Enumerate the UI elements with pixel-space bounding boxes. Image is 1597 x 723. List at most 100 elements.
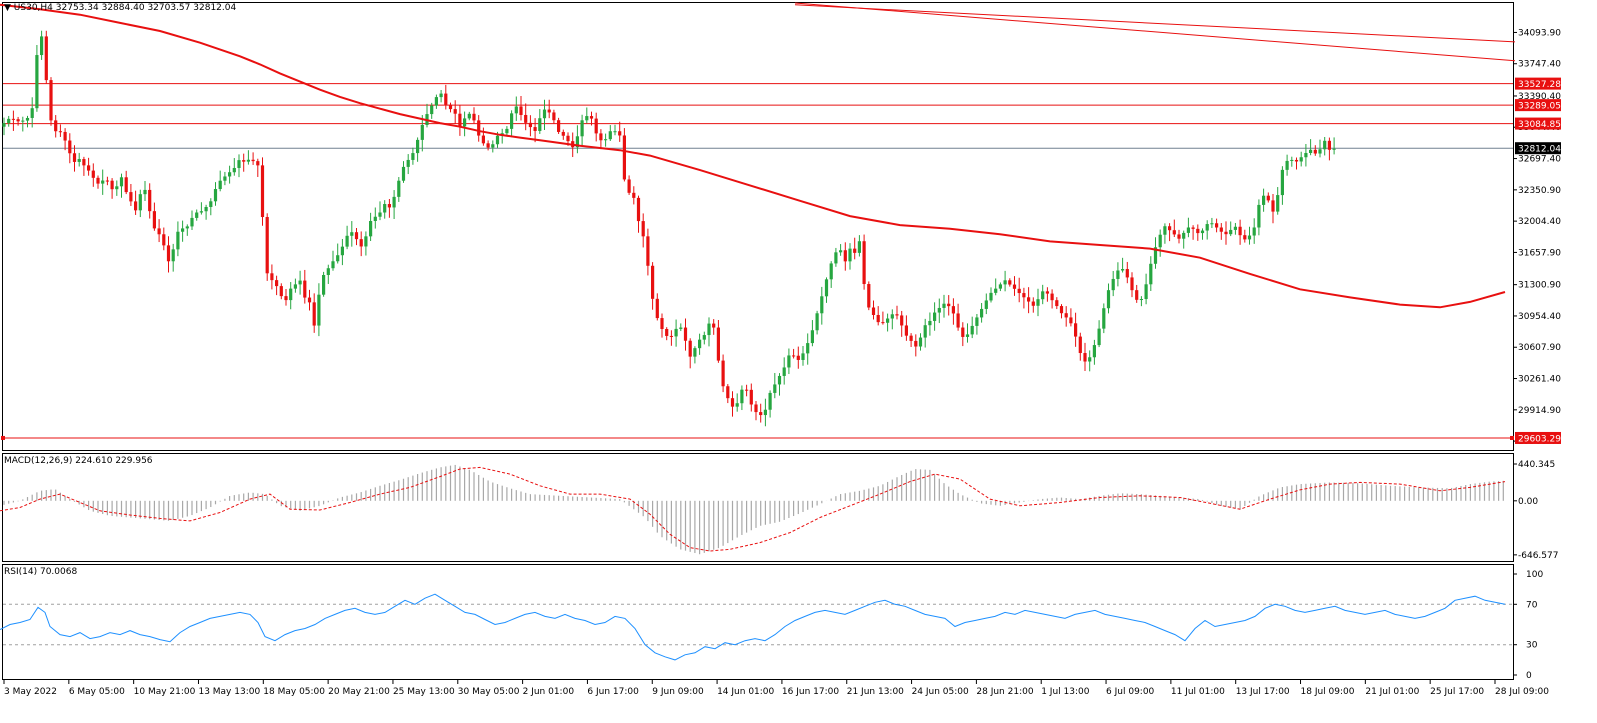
- candle: [77, 152, 81, 167]
- candle-body: [359, 239, 363, 247]
- candle: [853, 237, 857, 260]
- candle-body: [984, 300, 988, 309]
- candle: [1219, 223, 1223, 240]
- candle-body: [1332, 148, 1336, 150]
- price-panel[interactable]: [0, 0, 1516, 440]
- candle-body: [199, 211, 203, 213]
- rsi-values: 70.0068: [39, 567, 78, 577]
- candle: [82, 156, 86, 176]
- candle-body: [796, 355, 800, 360]
- candle-body: [1224, 231, 1228, 235]
- candle: [1229, 221, 1233, 237]
- candle-body: [815, 313, 819, 331]
- candle: [1003, 270, 1007, 292]
- candle-body: [712, 323, 716, 328]
- candle: [589, 111, 594, 126]
- level-price-label: 33527.28: [1518, 80, 1561, 90]
- candle-body: [1229, 229, 1233, 235]
- macd-panel-frame: [2, 453, 1514, 562]
- candle-body: [401, 166, 406, 181]
- symbol-name: US30,H4: [13, 3, 53, 13]
- candle: [1064, 306, 1068, 327]
- candle: [599, 129, 603, 150]
- macd-values: 224.610 229.956: [75, 456, 153, 466]
- macd-panel[interactable]: [0, 464, 1506, 555]
- candle: [792, 348, 796, 359]
- symbol-close: 32812.04: [193, 3, 237, 13]
- candle-body: [561, 131, 565, 136]
- candle: [350, 221, 354, 247]
- candle: [1247, 226, 1252, 245]
- candle-body: [101, 180, 105, 184]
- candle-body: [1186, 227, 1190, 233]
- candle-body: [143, 189, 147, 195]
- candle-body: [665, 328, 669, 336]
- candle-body: [195, 212, 199, 218]
- time-tick-label: 21 Jun 13:00: [847, 687, 904, 697]
- candle: [547, 99, 551, 119]
- candle: [463, 111, 467, 137]
- candle-body: [326, 268, 330, 275]
- candle-body: [622, 135, 626, 180]
- candle-body: [1158, 234, 1162, 248]
- candle-body: [430, 105, 434, 115]
- candle-body: [124, 177, 128, 193]
- candle: [209, 198, 213, 216]
- candle: [1102, 303, 1106, 334]
- candle-body: [721, 360, 725, 387]
- time-tick-label: 6 Jul 09:00: [1106, 687, 1155, 697]
- candle-body: [759, 412, 763, 416]
- candle: [481, 127, 485, 146]
- symbol-high: 32884.40: [101, 3, 145, 13]
- level-anchor-marker: [1, 435, 5, 440]
- candle-body: [1074, 323, 1078, 337]
- candle: [195, 209, 199, 221]
- trendline: [794, 4, 1516, 43]
- candle: [923, 318, 927, 348]
- candle-body: [839, 250, 843, 253]
- candle-body: [604, 139, 608, 141]
- candle-body: [566, 135, 570, 142]
- candle: [420, 115, 424, 152]
- candle: [735, 393, 739, 412]
- candle-body: [1172, 230, 1176, 235]
- candle-body: [1153, 247, 1158, 264]
- candle: [336, 243, 340, 264]
- candle: [1111, 270, 1115, 297]
- candle: [1323, 136, 1327, 156]
- candle: [416, 137, 420, 162]
- time-tick-label: 18 May 05:00: [263, 687, 325, 697]
- candle: [796, 346, 800, 369]
- collapse-triangle-icon[interactable]: ▼: [4, 3, 11, 13]
- candle: [275, 275, 279, 296]
- price-tick-label: 30954.40: [1518, 312, 1561, 322]
- candle-body: [749, 389, 753, 405]
- candle-body: [745, 389, 749, 391]
- candle: [580, 114, 584, 146]
- candle-body: [871, 307, 876, 315]
- price-tick-label: 32350.90: [1518, 186, 1561, 196]
- candle-body: [138, 194, 142, 211]
- candle: [91, 163, 95, 187]
- candle-body: [134, 201, 138, 211]
- candle-body: [1045, 291, 1049, 294]
- candle-body: [1012, 284, 1017, 289]
- candle-body: [824, 279, 829, 297]
- candle-body: [627, 179, 631, 193]
- candle-body: [726, 386, 730, 399]
- candle-body: [1276, 195, 1280, 212]
- candle-body: [223, 176, 227, 181]
- candle: [354, 228, 359, 246]
- price-tick-label: 30607.90: [1518, 343, 1561, 353]
- candle: [2, 117, 6, 136]
- candle: [486, 140, 490, 151]
- candle: [326, 264, 330, 284]
- candle-body: [1215, 223, 1219, 228]
- rsi-panel[interactable]: [0, 593, 1513, 661]
- candle-body: [397, 180, 401, 197]
- candle: [1309, 139, 1313, 156]
- candle: [35, 45, 39, 112]
- candle-body: [660, 318, 664, 329]
